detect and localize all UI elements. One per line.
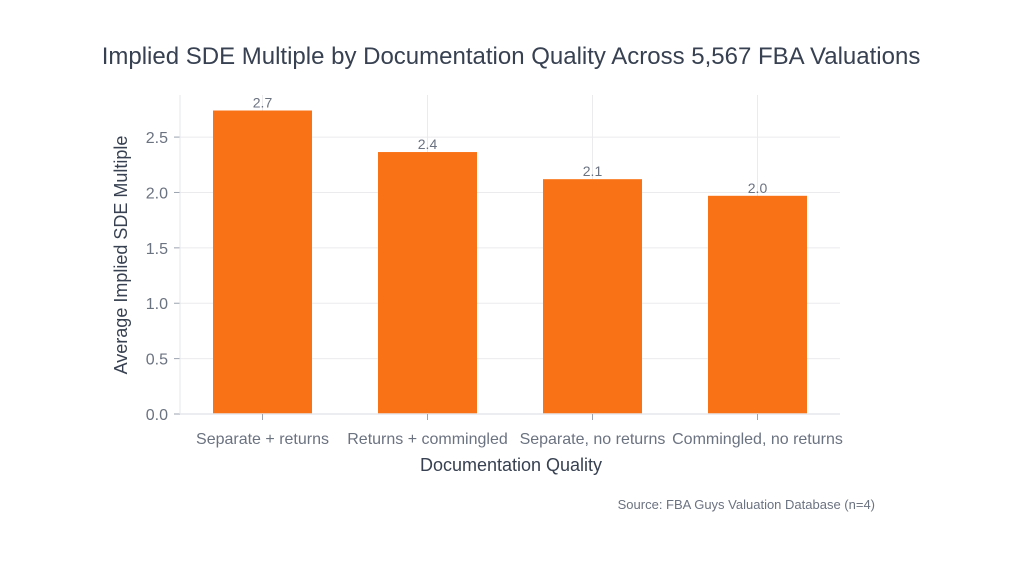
x-tick-label: Separate, no returns <box>520 431 666 448</box>
bar-data-label: 2.0 <box>748 180 768 196</box>
bars: 2.7 2.4 2.1 2.0 <box>213 95 807 414</box>
y-axis-title: Average Implied SDE Multiple <box>111 136 131 375</box>
source-annotation: Source: FBA Guys Valuation Database (n=4… <box>618 497 875 512</box>
chart-title: Implied SDE Multiple by Documentation Qu… <box>102 43 921 70</box>
bar <box>708 195 807 414</box>
bar <box>378 152 477 414</box>
x-tick-label: Returns + commingled <box>347 431 508 448</box>
x-axis: Separate + returns Returns + commingled Se… <box>180 413 843 448</box>
y-tick-label: 1.0 <box>146 296 168 313</box>
y-axis: 0.0 0.5 1.0 1.5 2.0 2.5 <box>146 95 181 424</box>
x-axis-title: Documentation Quality <box>420 455 602 475</box>
y-tick-label: 0.5 <box>146 352 168 369</box>
bar-data-label: 2.4 <box>418 136 438 152</box>
bar <box>213 110 312 414</box>
y-tick-label: 2.5 <box>146 130 168 147</box>
bar <box>543 179 642 414</box>
bar-data-label: 2.7 <box>253 95 273 111</box>
y-tick-label: 2.0 <box>146 185 168 202</box>
x-tick-label: Separate + returns <box>196 431 329 448</box>
y-tick-label: 1.5 <box>146 241 168 258</box>
bar-data-label: 2.1 <box>583 163 603 179</box>
y-tick-label: 0.0 <box>146 407 168 424</box>
x-tick-label: Commingled, no returns <box>672 431 843 448</box>
